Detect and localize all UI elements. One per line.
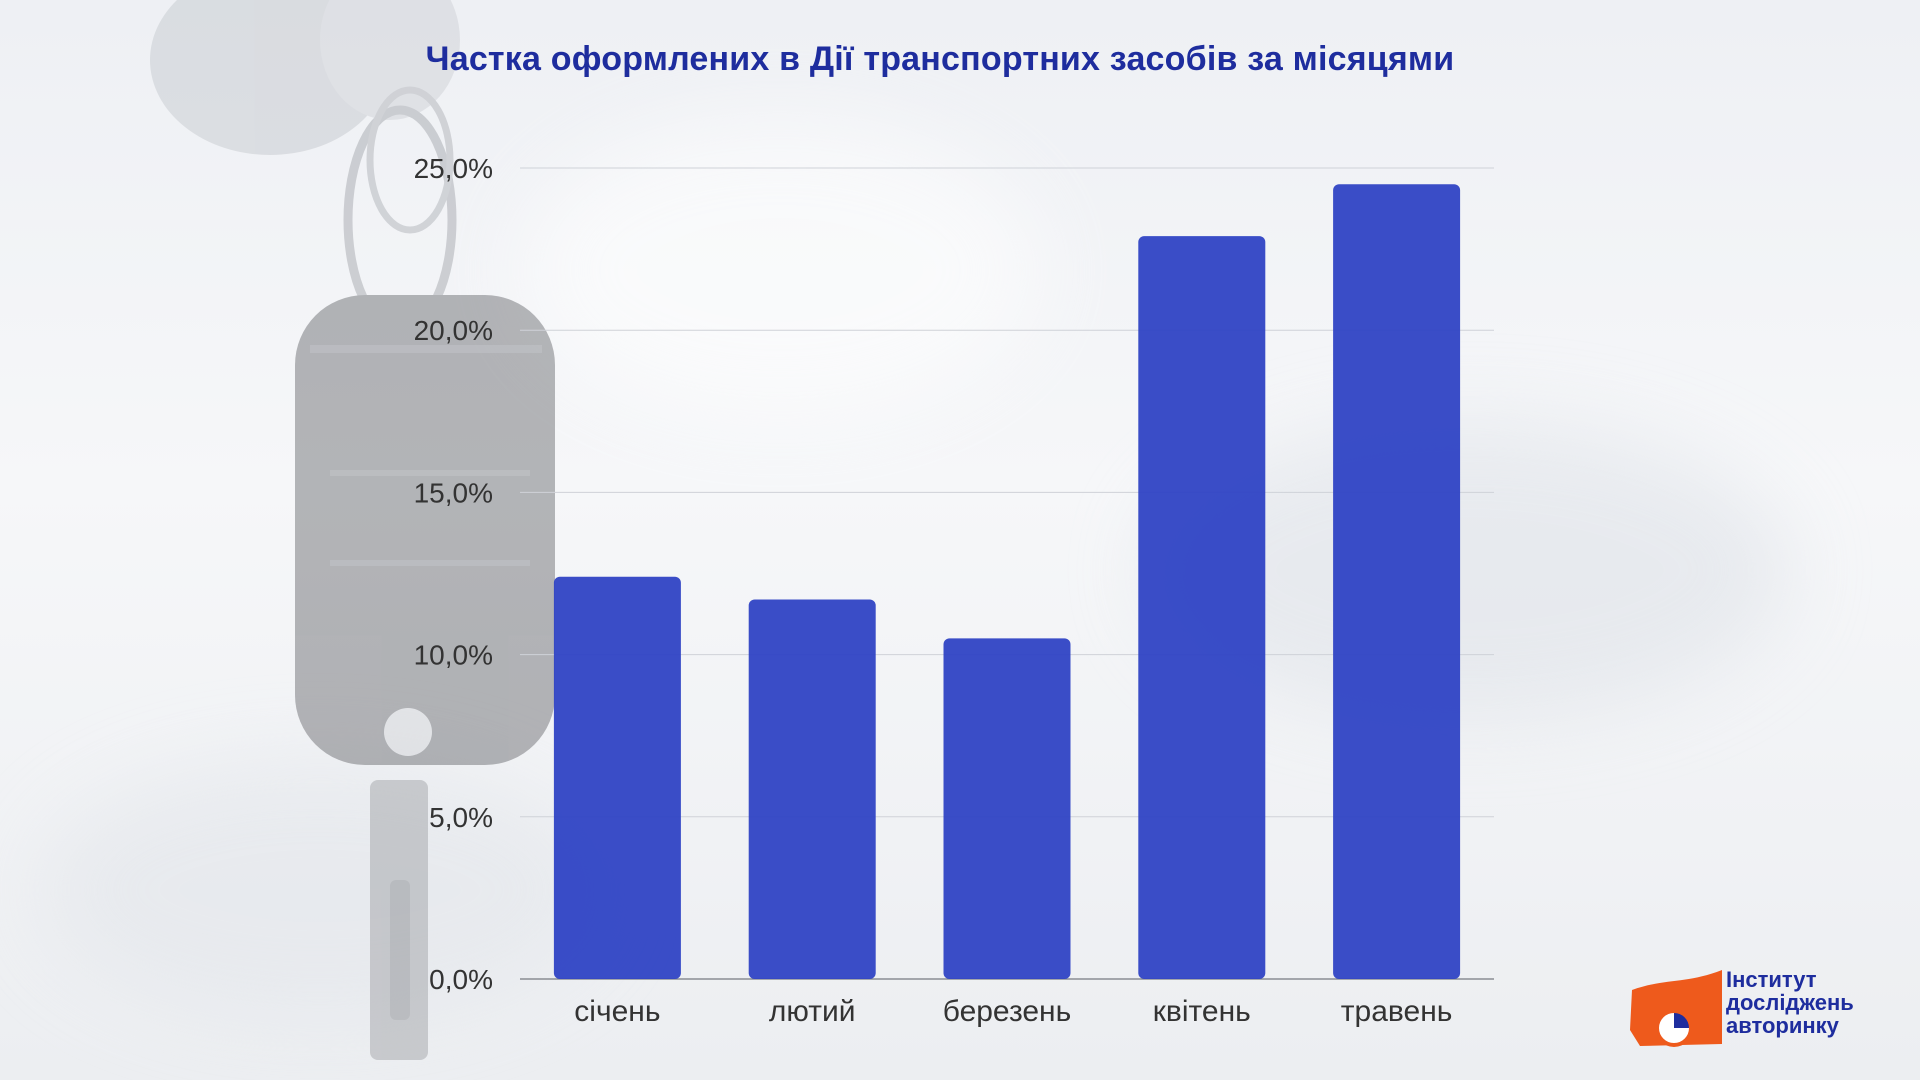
chart-title: Частка оформлених в Дії транспортних зас… [425, 40, 1455, 78]
logo-text: Інститут досліджень авторинку [1726, 968, 1901, 1037]
y-tick-label: 5,0% [429, 802, 493, 833]
logo-line: Інститут [1726, 967, 1817, 992]
x-category-label: квітень [1153, 995, 1251, 1028]
logo-flag-icon [1630, 970, 1722, 1047]
y-tick-label: 0,0% [429, 964, 493, 995]
logo-line: досліджень [1726, 990, 1854, 1015]
background-blur [40, 760, 600, 1020]
x-category-label: травень [1341, 995, 1453, 1028]
x-category-label: січень [574, 995, 660, 1028]
bar [1138, 236, 1266, 979]
bar [553, 576, 681, 979]
x-category-label: лютий [769, 995, 856, 1028]
institute-logo: Інститут досліджень авторинку [1626, 968, 1896, 1050]
bar [943, 638, 1071, 979]
y-tick-label: 20,0% [414, 315, 493, 346]
x-category-label: березень [943, 995, 1072, 1028]
bar [748, 599, 876, 979]
y-tick-label: 10,0% [414, 640, 493, 671]
y-tick-label: 25,0% [414, 153, 493, 184]
bar [1333, 184, 1461, 980]
background-blur [520, 120, 1040, 420]
logo-line: авторинку [1726, 1013, 1839, 1038]
y-tick-label: 15,0% [414, 477, 493, 508]
